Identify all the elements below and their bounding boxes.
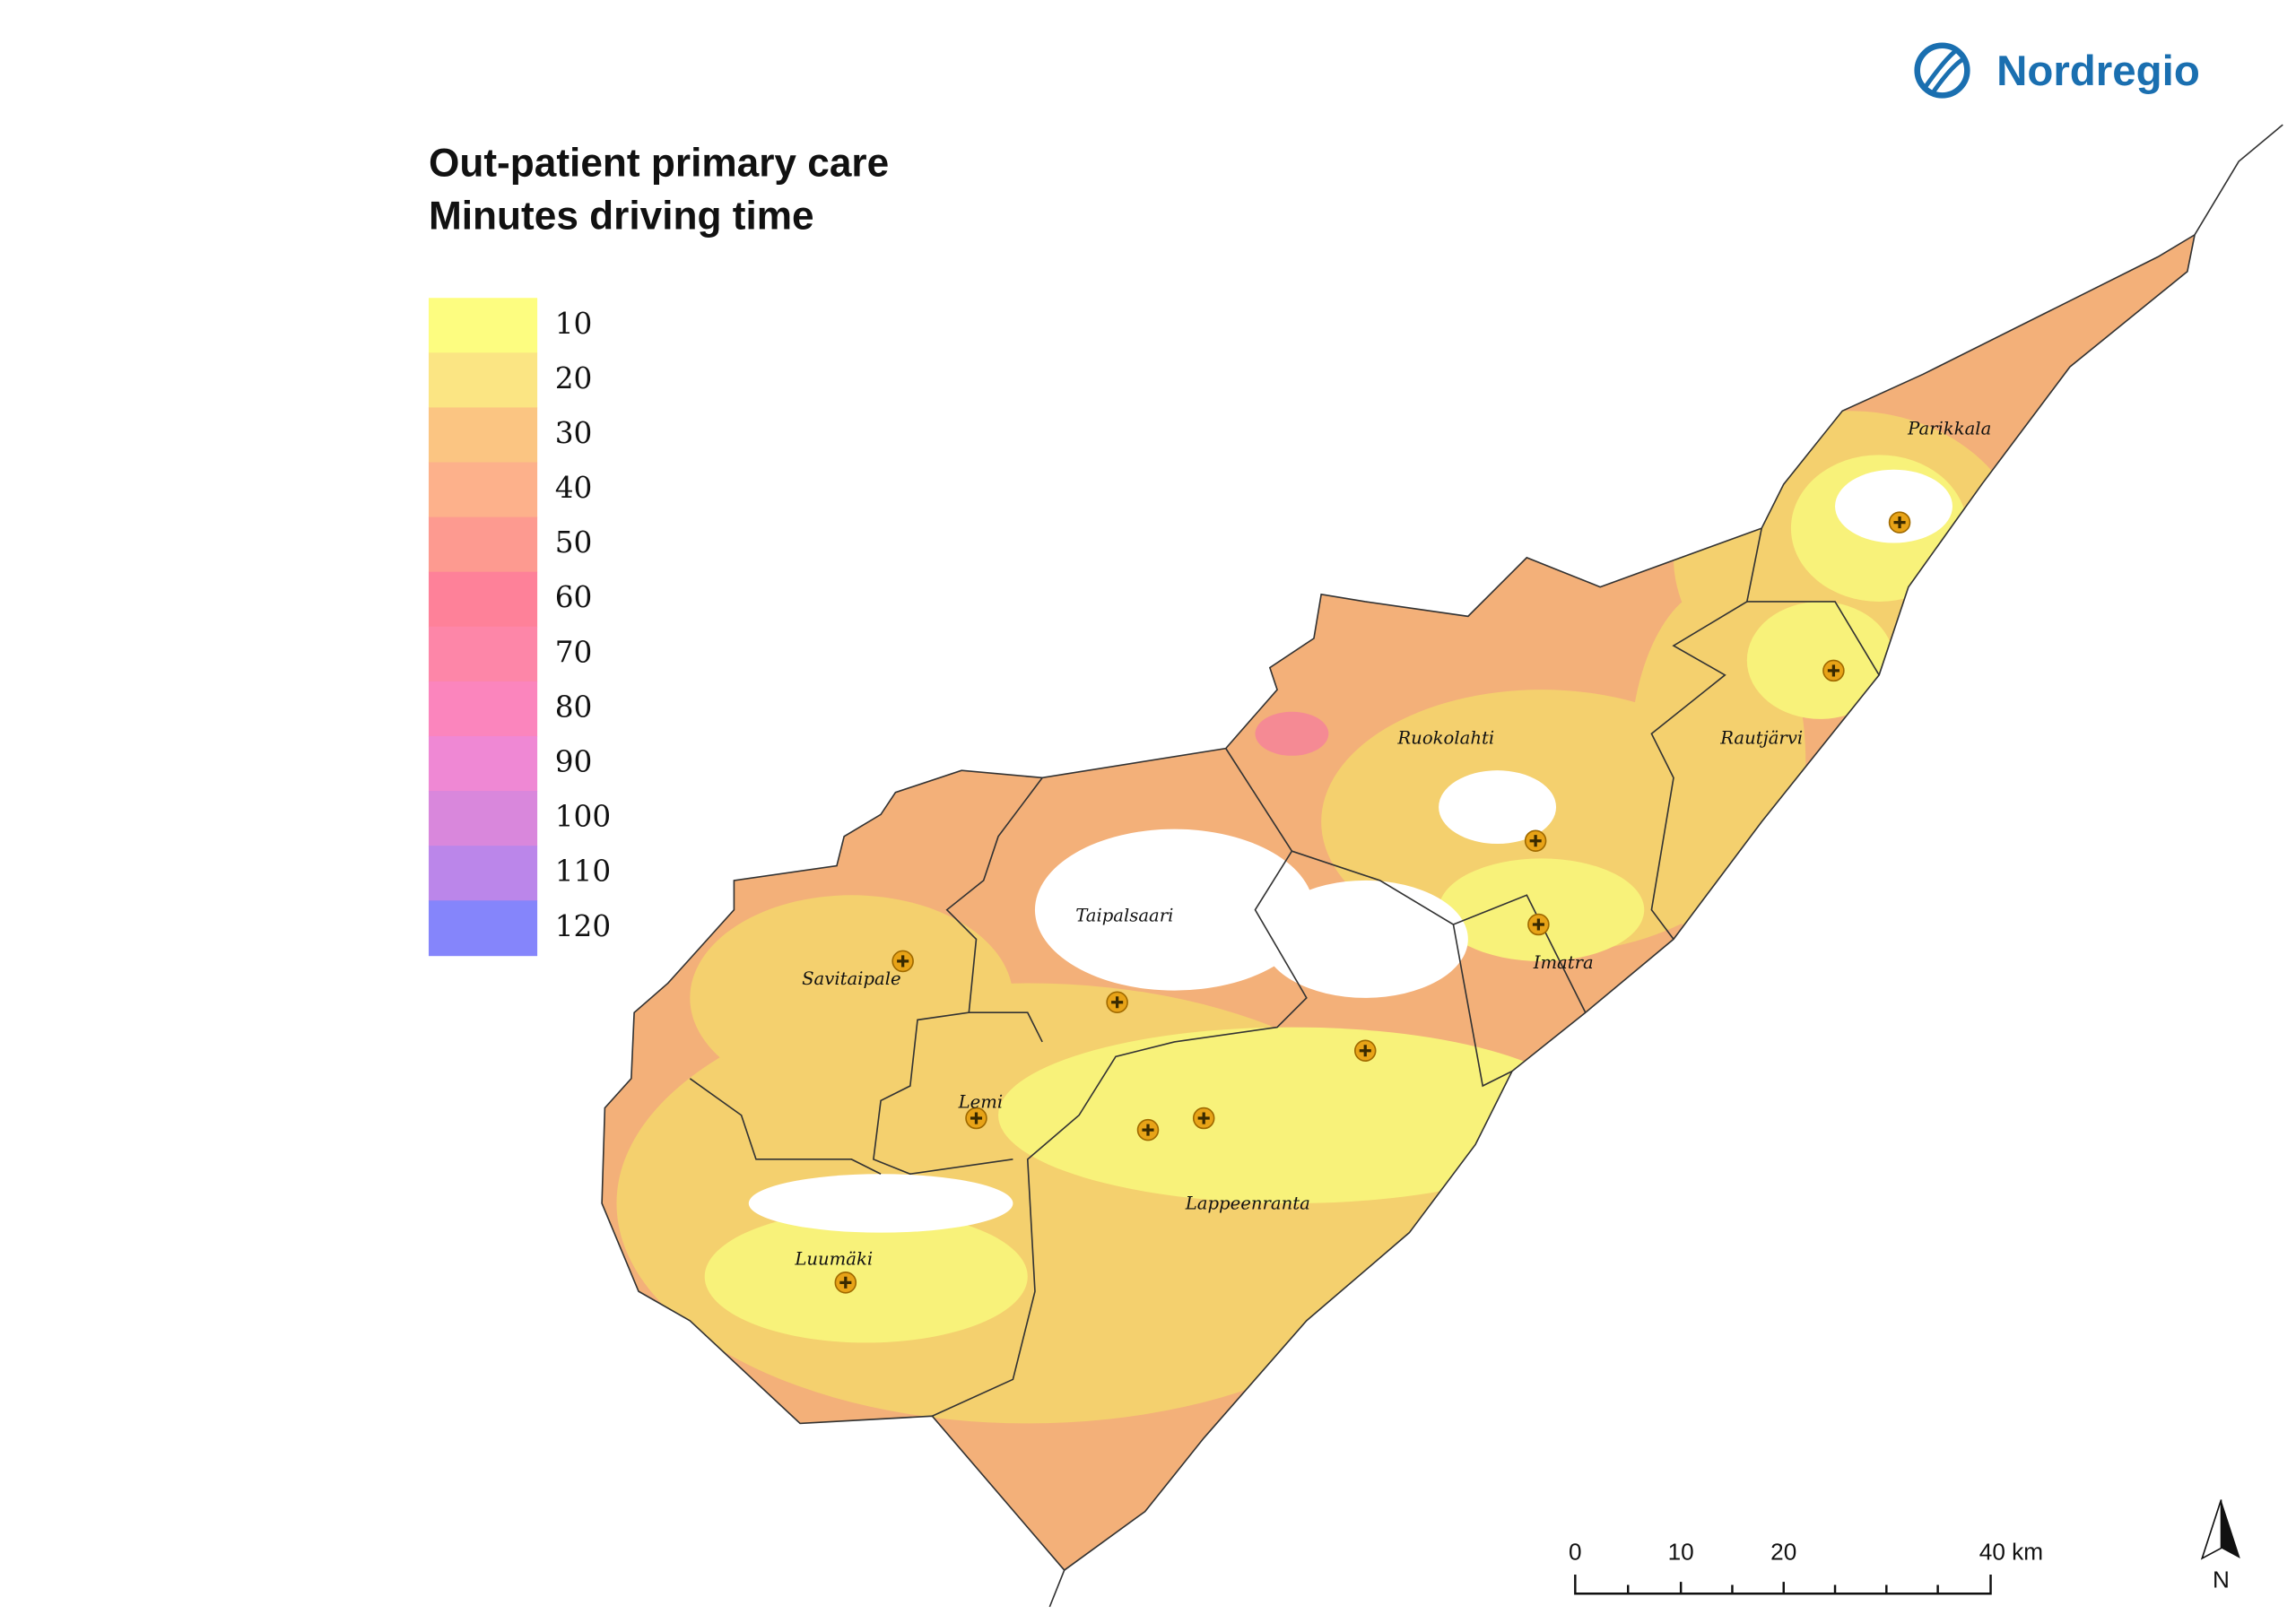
legend-label: 20 [555, 361, 593, 395]
legend-swatch [428, 298, 538, 354]
place-label: Ruokolahti [1396, 728, 1494, 749]
health-centre-cross [1111, 996, 1124, 1009]
logo: Nordregio [1914, 42, 2200, 99]
legend-swatch [428, 407, 538, 464]
scale-label: 40 km [1979, 1539, 2043, 1566]
health-centre-cross [1893, 516, 1906, 529]
legend-label: 120 [555, 909, 611, 943]
scale-label: 20 [1770, 1539, 1796, 1566]
health-centre-cross [970, 1112, 983, 1124]
legend-label: 60 [555, 580, 593, 614]
health-centre-cross [1827, 664, 1839, 677]
legend-swatch [428, 571, 538, 628]
place-label: Imatra [1533, 952, 1594, 973]
legend-swatch [428, 791, 538, 847]
legend-label: 40 [555, 471, 593, 505]
north-arrow: N [2200, 1499, 2240, 1593]
scale-label: 10 [1668, 1539, 1694, 1566]
logo-text: Nordregio [1996, 48, 2200, 95]
title: Out-patient primary care [429, 141, 889, 185]
scale-label: 0 [1569, 1539, 1582, 1566]
legend-swatch [428, 462, 538, 518]
health-centre-cross [1532, 918, 1544, 931]
legend-swatch [428, 626, 538, 682]
legend-swatch [428, 516, 538, 573]
legend-label: 110 [555, 855, 611, 889]
legend-swatch [428, 352, 538, 409]
place-label: Rautjärvi [1719, 728, 1803, 749]
north-label: N [2213, 1567, 2230, 1593]
legend-label: 90 [555, 745, 593, 779]
place-labels: Parikkala Rautjärvi Ruokolahti Imatra Taipal… [794, 418, 1991, 1269]
place-label: Savitaipale [802, 968, 901, 989]
health-centre-cross [1197, 1112, 1210, 1124]
health-centre-cross [1142, 1124, 1154, 1136]
legend-label: 50 [555, 525, 593, 560]
health-centre-cross [1529, 835, 1542, 847]
place-label: Parikkala [1907, 418, 1991, 438]
health-centre-cross [897, 955, 909, 968]
legend-swatch [428, 846, 538, 902]
scale-bar: 0 10 20 40 km [1569, 1539, 2043, 1595]
health-centre-cross [1359, 1045, 1371, 1057]
health-centres [834, 511, 1911, 1294]
place-label: Taipalsaari [1075, 906, 1173, 926]
legend-label: 10 [555, 307, 593, 341]
place-label: Luumäki [794, 1249, 873, 1270]
health-centre-cross [839, 1276, 852, 1289]
borders [601, 124, 2283, 1608]
legend-swatch [428, 900, 538, 957]
place-label: Lemi [958, 1092, 1004, 1113]
legend-label: 80 [555, 690, 593, 724]
legend-swatch [428, 735, 538, 792]
subtitle: Minutes driving time [429, 194, 814, 238]
place-label: Lappeenranta [1185, 1193, 1310, 1214]
legend-label: 70 [555, 635, 593, 669]
legend-label: 30 [555, 416, 593, 450]
legend: 10 20 30 40 50 60 70 80 90 100 110 120 [428, 298, 611, 957]
legend-swatch [428, 681, 538, 737]
legend-label: 100 [555, 800, 611, 834]
